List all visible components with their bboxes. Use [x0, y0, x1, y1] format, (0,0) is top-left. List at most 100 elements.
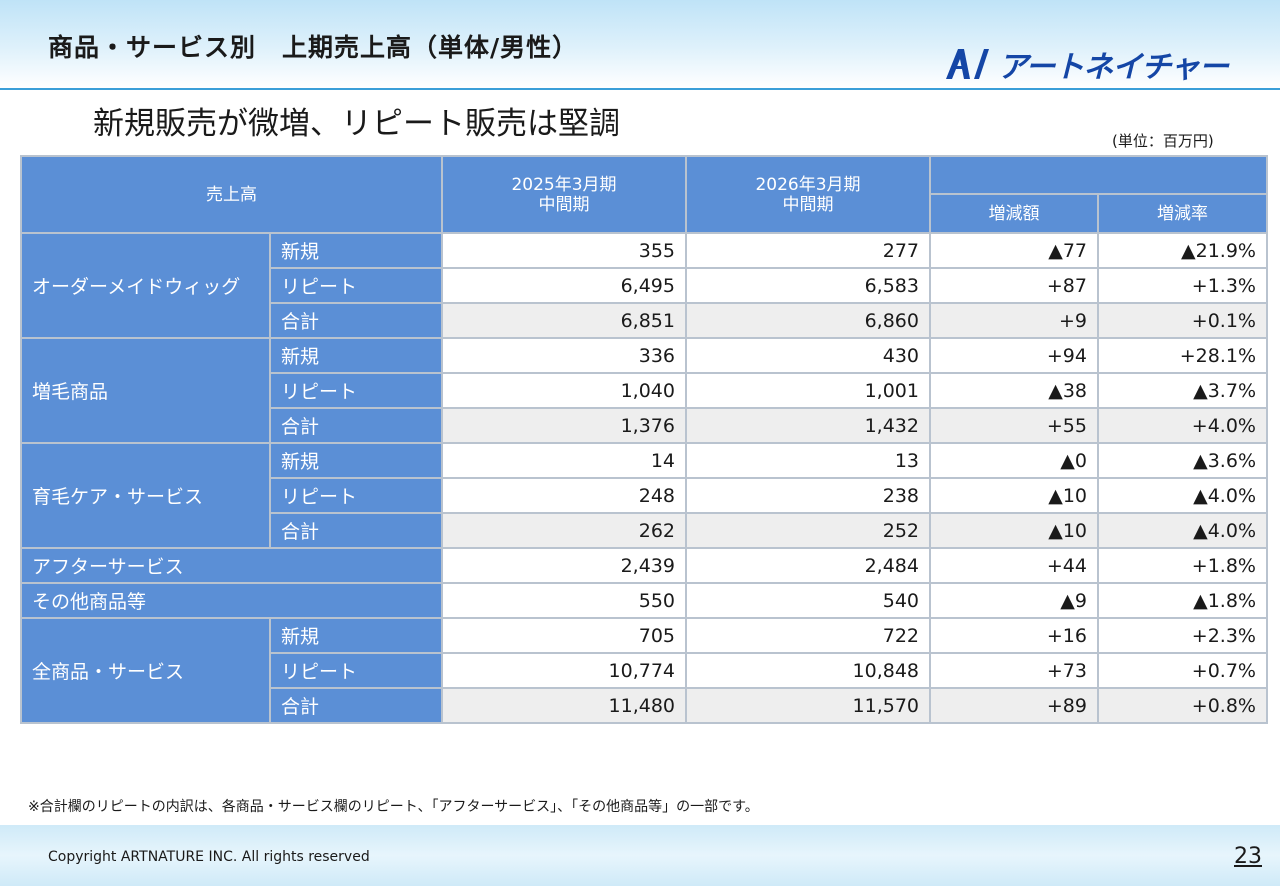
unit-label: (単位：百万円) — [1112, 132, 1214, 150]
header-divider — [0, 88, 1280, 90]
value-diff: +16 — [929, 617, 1099, 654]
page-number: 23 — [1234, 844, 1262, 869]
value-curr: 1,432 — [685, 407, 931, 444]
value-curr: 13 — [685, 442, 931, 479]
slide-subtitle: 新規販売が微増、リピート販売は堅調 — [93, 106, 620, 142]
value-diff: +44 — [929, 547, 1099, 584]
company-logo: アートネイチャー — [944, 46, 1229, 85]
value-diff: +87 — [929, 267, 1099, 304]
table-row-total: 合計 262 252 ▲10 ▲4.0% — [21, 512, 1268, 549]
value-curr: 2,484 — [685, 547, 931, 584]
value-rate: ▲21.9% — [1097, 232, 1268, 269]
value-prev: 14 — [441, 442, 687, 479]
value-curr: 6,583 — [685, 267, 931, 304]
subcategory-cell: 合計 — [269, 687, 443, 724]
value-prev: 1,040 — [441, 372, 687, 409]
subcategory-cell: 新規 — [269, 337, 443, 374]
sales-table: 売上高 2025年3月期 中間期 2026年3月期 中間期 増減額 増減率 オー… — [20, 155, 1268, 724]
value-prev: 1,376 — [441, 407, 687, 444]
category-cell: アフターサービス — [20, 547, 443, 584]
subcategory-cell: リピート — [269, 372, 443, 409]
value-rate: +2.3% — [1097, 617, 1268, 654]
value-rate: ▲1.8% — [1097, 582, 1268, 619]
value-prev: 6,495 — [441, 267, 687, 304]
value-diff: +55 — [929, 407, 1099, 444]
value-diff: +89 — [929, 687, 1099, 724]
value-curr: 1,001 — [685, 372, 931, 409]
value-prev: 10,774 — [441, 652, 687, 689]
value-rate: +1.3% — [1097, 267, 1268, 304]
header-sales: 売上高 — [20, 155, 443, 234]
table-row: 全商品・サービス 新規 705 722 +16 +2.3% — [20, 617, 1268, 724]
value-diff: ▲9 — [929, 582, 1099, 619]
value-rate: ▲3.6% — [1097, 442, 1268, 479]
value-rate: ▲3.7% — [1097, 372, 1268, 409]
category-cell: オーダーメイドウィッグ — [20, 232, 271, 339]
value-curr: 430 — [685, 337, 931, 374]
subcategory-cell: リピート — [269, 652, 443, 689]
value-curr: 277 — [685, 232, 931, 269]
value-prev: 11,480 — [441, 687, 687, 724]
table-row: オーダーメイドウィッグ 新規 355 277 ▲77 ▲21.9% — [20, 232, 1268, 339]
footnote: ※合計欄のリピートの内訳は、各商品・サービス欄のリピート、「アフターサービス」、… — [28, 799, 759, 815]
value-prev: 262 — [441, 512, 687, 549]
table-row: 育毛ケア・サービス 新規 14 13 ▲0 ▲3.6% — [20, 442, 1268, 549]
value-prev: 6,851 — [441, 302, 687, 339]
category-cell: 育毛ケア・サービス — [20, 442, 271, 549]
value-diff: ▲10 — [929, 477, 1099, 514]
copyright-text: Copyright ARTNATURE INC. All rights rese… — [48, 849, 370, 865]
footer-band — [0, 825, 1280, 886]
value-curr: 238 — [685, 477, 931, 514]
value-rate: ▲4.0% — [1097, 477, 1268, 514]
value-prev: 248 — [441, 477, 687, 514]
table-row: リピート 10,774 10,848 +73 +0.7% — [21, 652, 1268, 689]
header-curr-period: 2026年3月期 中間期 — [685, 155, 931, 234]
artnature-logo-mark-icon — [946, 49, 989, 79]
value-diff: ▲38 — [929, 372, 1099, 409]
value-diff: ▲0 — [929, 442, 1099, 479]
subcategory-cell: 新規 — [269, 442, 443, 479]
value-prev: 2,439 — [441, 547, 687, 584]
subcategory-cell: 新規 — [269, 232, 443, 269]
value-prev: 336 — [441, 337, 687, 374]
subcategory-cell: 新規 — [269, 617, 443, 654]
category-cell: その他商品等 — [20, 582, 443, 619]
value-rate: ▲4.0% — [1097, 512, 1268, 549]
page-title: 商品・サービス別 上期売上高（単体/男性） — [48, 33, 579, 62]
value-curr: 252 — [685, 512, 931, 549]
value-diff: ▲77 — [929, 232, 1099, 269]
table-row: アフターサービス 2,439 2,484 +44 +1.8% — [20, 547, 1268, 584]
subcategory-cell: リピート — [269, 477, 443, 514]
header-diff: 増減額 — [929, 193, 1099, 234]
value-rate: +4.0% — [1097, 407, 1268, 444]
value-diff: +94 — [929, 337, 1099, 374]
header-prev-period: 2025年3月期 中間期 — [441, 155, 687, 234]
value-rate: +0.1% — [1097, 302, 1268, 339]
value-curr: 722 — [685, 617, 931, 654]
value-curr: 540 — [685, 582, 931, 619]
value-curr: 10,848 — [685, 652, 931, 689]
category-cell: 増毛商品 — [20, 337, 271, 444]
table-row: リピート 6,495 6,583 +87 +1.3% — [21, 267, 1268, 304]
subcategory-cell: 合計 — [269, 302, 443, 339]
table-row-total: 合計 1,376 1,432 +55 +4.0% — [21, 407, 1268, 444]
table-row-total: 合計 6,851 6,860 +9 +0.1% — [21, 302, 1268, 339]
value-prev: 355 — [441, 232, 687, 269]
subcategory-cell: 合計 — [269, 407, 443, 444]
value-diff: ▲10 — [929, 512, 1099, 549]
value-diff: +73 — [929, 652, 1099, 689]
value-curr: 6,860 — [685, 302, 931, 339]
value-rate: +0.8% — [1097, 687, 1268, 724]
subcategory-cell: 合計 — [269, 512, 443, 549]
value-curr: 11,570 — [685, 687, 931, 724]
header-change-spacer — [929, 155, 1268, 195]
header-band — [0, 0, 1280, 88]
category-cell: 全商品・サービス — [20, 617, 271, 724]
value-rate: +28.1% — [1097, 337, 1268, 374]
value-rate: +0.7% — [1097, 652, 1268, 689]
table-row: リピート 1,040 1,001 ▲38 ▲3.7% — [21, 372, 1268, 409]
table-row: その他商品等 550 540 ▲9 ▲1.8% — [20, 582, 1268, 619]
value-rate: +1.8% — [1097, 547, 1268, 584]
value-prev: 705 — [441, 617, 687, 654]
table-row: リピート 248 238 ▲10 ▲4.0% — [21, 477, 1268, 514]
